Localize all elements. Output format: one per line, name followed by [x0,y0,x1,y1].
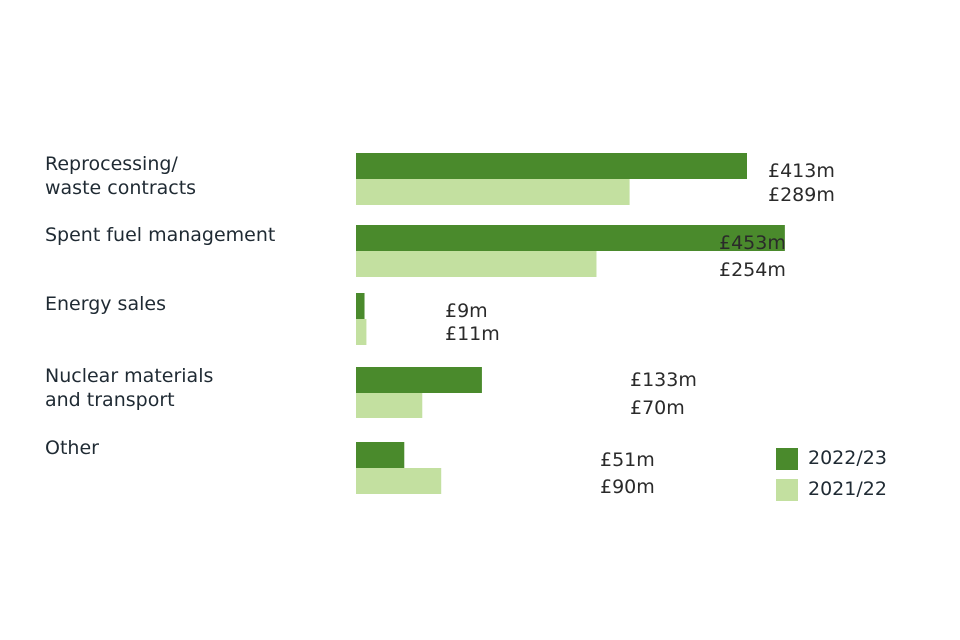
legend: 2022/23 2021/22 [776,447,887,501]
bar-2021-22 [356,251,597,277]
legend-swatch-2021-22 [776,479,798,501]
legend-label-2022-23: 2022/23 [808,447,887,469]
value-labels: £413m£289m £453m £254m £9m£11m £133m £70m £51m… [445,160,835,498]
category-label-line: waste contracts [45,177,196,199]
value-label-2022-23: £133m [630,369,697,391]
value-label-2021-22: £11m [445,323,500,345]
bar-2022-23 [356,442,405,468]
category-label-line: and transport [45,389,175,411]
value-label-2022-23: £413m [768,160,835,182]
category-label: Nuclear materials and transport [45,365,213,411]
category-label-line: Energy sales [45,293,166,315]
bar-2022-23 [356,367,482,393]
value-label-2021-22: £70m [630,397,685,419]
value-label-2021-22: £289m [768,184,835,206]
category-label-line: Reprocessing/ [45,153,178,175]
legend-swatch-2022-23 [776,448,798,470]
value-label-2021-22: £254m [719,259,786,281]
value-label-2022-23: £51m [600,449,655,471]
bar-2021-22 [356,319,367,345]
legend-label-2021-22: 2021/22 [808,478,887,500]
value-label-2022-23: £9m [445,300,488,322]
bar-2022-23 [356,225,785,251]
bar-2022-23 [356,293,365,319]
bar-2021-22 [356,179,630,205]
bars [356,153,785,494]
bar-2021-22 [356,393,423,418]
category-label: Spent fuel management [45,224,275,246]
bar-2022-23 [356,153,747,179]
bar-2021-22 [356,468,442,494]
value-label-2022-23: £453m [719,232,786,254]
category-label: Other [45,437,99,459]
category-label: Energy sales [45,293,166,315]
category-label: Reprocessing/waste contracts [45,153,196,199]
category-label-line: Spent fuel management [45,224,275,246]
category-labels: Reprocessing/waste contracts Spent fuel m… [45,153,275,459]
value-label-2021-22: £90m [600,476,655,498]
category-label-line: Other [45,437,99,459]
category-label-line: Nuclear materials [45,365,213,387]
